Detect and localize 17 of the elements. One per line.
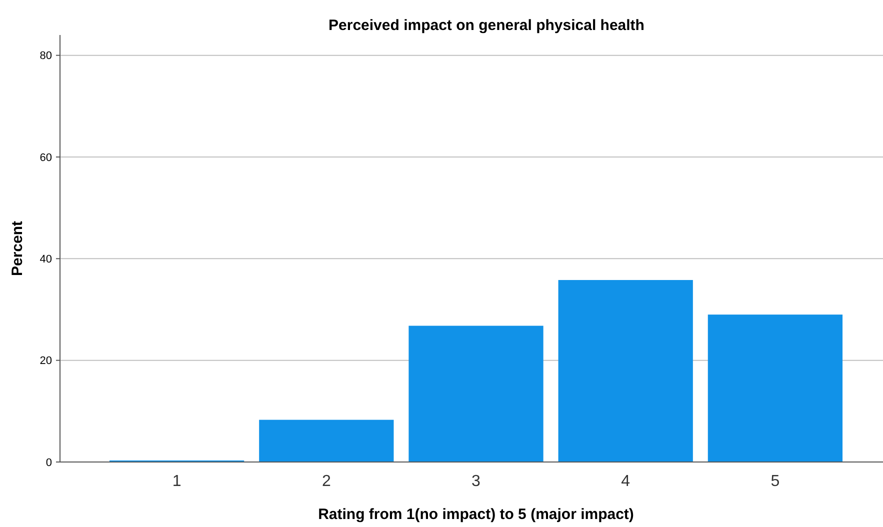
x-tick-label: 1 [172, 473, 182, 490]
y-tick-label: 20 [40, 355, 52, 368]
bar [259, 420, 394, 462]
bar [708, 314, 843, 462]
x-tick-label: 4 [621, 473, 630, 490]
y-axis-title: Percent [9, 220, 26, 276]
bar [558, 280, 693, 462]
y-tick-label: 60 [40, 152, 52, 164]
x-tick-label: 5 [770, 473, 780, 490]
x-tick-label: 2 [322, 473, 331, 490]
chart-title: Perceived impact on general physical health [328, 17, 644, 34]
bar [408, 326, 544, 462]
y-tick-label: 0 [46, 456, 52, 469]
y-tick-label: 40 [40, 254, 52, 266]
x-tick-label: 3 [472, 473, 481, 490]
y-tick-label: 80 [40, 50, 52, 62]
x-axis-title: Rating from 1(no impact) to 5 (major impact) [318, 506, 634, 523]
